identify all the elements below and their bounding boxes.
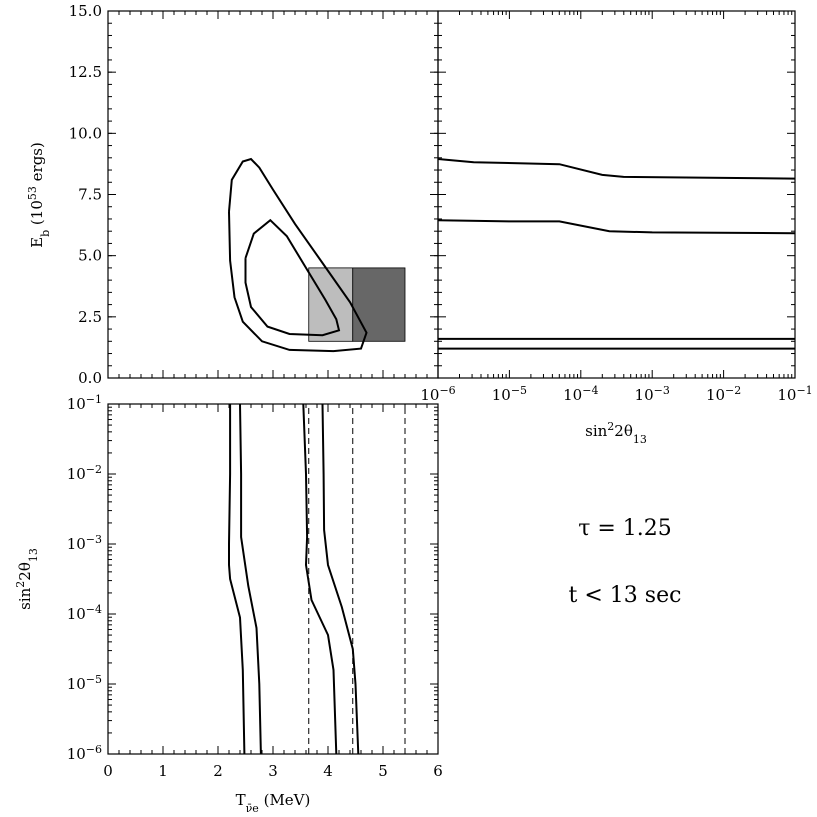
x-axis-label: Tν̄e (MeV): [236, 791, 311, 815]
x-tick-label: 1: [158, 762, 168, 780]
panel-energy-vs-mixing: 10−6 10−5 10−4 10−3 10−2 10−1 sin22θ13: [420, 10, 813, 446]
contour-1: [437, 158, 796, 180]
x-tick-label: 4: [323, 762, 333, 780]
time-annotation: t < 13 sec: [569, 583, 682, 608]
panel-frame: [437, 10, 796, 379]
y-tick-label: 10−1: [67, 393, 102, 414]
y-tick-label: 10−2: [67, 463, 102, 484]
y-tick-label: 2.5: [78, 308, 102, 326]
y-tick-label: 10.0: [69, 124, 102, 142]
panel-mixing-vs-temperature: 0 1 2 3 4 5 6 10−6 10−5 10−4 10−3 10−2 10−1 Tν̄e (Me…: [14, 393, 443, 815]
contour-1: [228, 404, 246, 755]
contour-2: [244, 218, 341, 337]
x-tick-label: 2: [213, 762, 223, 780]
contour-4: [321, 403, 360, 755]
x-tick-label: 6: [433, 762, 443, 780]
y-tick-label: 10−6: [67, 743, 102, 764]
x-tick-label: 3: [268, 762, 278, 780]
x-tick-label: 5: [378, 762, 388, 780]
contour-2: [437, 219, 796, 235]
tau-annotation: τ = 1.25: [578, 516, 672, 541]
y-tick-label: 10−4: [67, 603, 102, 624]
x-tick-label: 10−3: [635, 384, 670, 405]
x-tick-label: 10−5: [492, 384, 527, 405]
x-tick-label: 10−2: [706, 384, 741, 405]
y-tick-label: 0.0: [78, 369, 102, 387]
y-axis-label: sin22θ13: [14, 548, 40, 610]
contour-2: [239, 403, 262, 755]
x-axis-label: sin22θ13: [585, 420, 647, 446]
y-tick-label: 10−3: [67, 533, 102, 554]
shaded-box-1: [308, 267, 354, 342]
y-tick-label: 10−5: [67, 673, 102, 694]
x-tick-label: 10−6: [420, 384, 455, 405]
contour-1: [228, 157, 368, 353]
shaded-box-2: [352, 267, 406, 342]
x-tick-label: 0: [103, 762, 113, 780]
panel-energy-vs-temperature: 0.0 2.5 5.0 7.5 10.0 12.5 15.0 Eb (1053 ergs): [26, 2, 439, 387]
x-tick-label: 10−4: [563, 384, 598, 405]
y-tick-label: 7.5: [78, 186, 102, 204]
y-tick-label: 15.0: [69, 2, 102, 20]
y-tick-label: 12.5: [69, 63, 102, 81]
x-tick-label: 10−1: [777, 384, 812, 405]
y-tick-label: 5.0: [78, 247, 102, 265]
panel-frame: [107, 403, 439, 755]
y-axis-label: Eb (1053 ergs): [26, 142, 52, 248]
contour-3: [302, 403, 338, 755]
